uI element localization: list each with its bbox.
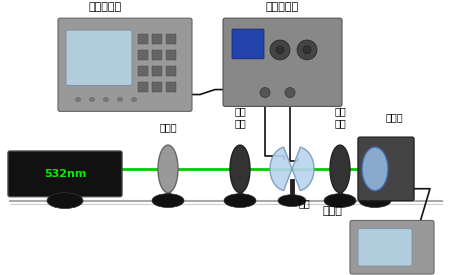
FancyBboxPatch shape <box>66 30 132 86</box>
Ellipse shape <box>296 40 316 60</box>
Ellipse shape <box>152 194 184 208</box>
Ellipse shape <box>277 195 305 207</box>
Ellipse shape <box>358 194 390 208</box>
Bar <box>138 50 147 60</box>
Text: 探测器: 探测器 <box>384 112 402 122</box>
Bar <box>152 50 161 60</box>
FancyBboxPatch shape <box>231 29 263 59</box>
Bar <box>138 66 147 76</box>
FancyBboxPatch shape <box>349 221 433 274</box>
Ellipse shape <box>158 145 178 193</box>
Text: 可调
光阑: 可调 光阑 <box>234 106 245 128</box>
Ellipse shape <box>89 98 94 101</box>
Bar <box>138 82 147 92</box>
Ellipse shape <box>224 194 255 208</box>
Text: 示波器: 示波器 <box>322 207 341 216</box>
Bar <box>166 66 175 76</box>
Bar <box>138 34 147 44</box>
Ellipse shape <box>361 147 387 191</box>
FancyBboxPatch shape <box>222 18 341 106</box>
Ellipse shape <box>75 98 80 101</box>
Ellipse shape <box>276 46 283 54</box>
Ellipse shape <box>323 194 355 208</box>
Bar <box>152 66 161 76</box>
Bar <box>166 82 175 92</box>
Ellipse shape <box>259 87 269 98</box>
Ellipse shape <box>269 40 290 60</box>
Text: 532nm: 532nm <box>44 169 86 179</box>
Bar <box>166 34 175 44</box>
Bar <box>152 82 161 92</box>
FancyBboxPatch shape <box>58 18 192 111</box>
Text: 高压放大器: 高压放大器 <box>265 2 299 12</box>
FancyBboxPatch shape <box>357 229 411 266</box>
FancyBboxPatch shape <box>357 137 413 201</box>
Text: 信号发生器: 信号发生器 <box>88 2 121 12</box>
Bar <box>152 34 161 44</box>
Polygon shape <box>269 147 313 191</box>
Ellipse shape <box>285 87 295 98</box>
Ellipse shape <box>47 193 83 208</box>
Text: 可调
光阑: 可调 光阑 <box>333 106 345 128</box>
Ellipse shape <box>103 98 108 101</box>
Ellipse shape <box>329 145 349 193</box>
Ellipse shape <box>302 46 310 54</box>
Text: 衰减器: 衰减器 <box>159 122 176 132</box>
Ellipse shape <box>117 98 122 101</box>
Ellipse shape <box>230 145 249 193</box>
Ellipse shape <box>131 98 136 101</box>
Text: 光栅: 光栅 <box>298 199 309 209</box>
FancyBboxPatch shape <box>8 151 122 197</box>
Bar <box>166 50 175 60</box>
